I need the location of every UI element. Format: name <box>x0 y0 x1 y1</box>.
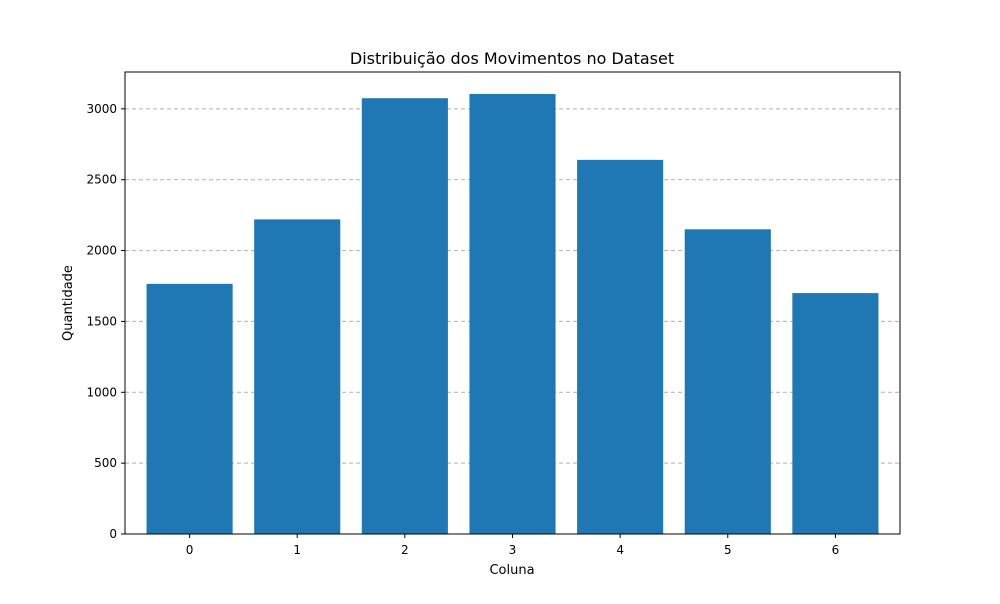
bars <box>146 93 879 535</box>
x-tick-label: 5 <box>724 543 732 557</box>
x-tick-label: 4 <box>616 543 624 557</box>
x-axis-label: Coluna <box>489 563 534 578</box>
y-tick-label: 500 <box>94 456 117 470</box>
y-tick-label: 1000 <box>86 385 117 399</box>
x-tick-label: 3 <box>509 543 517 557</box>
y-axis: 0 500 1000 1500 2000 2500 3000 <box>86 102 125 541</box>
x-tick-label: 1 <box>293 543 301 557</box>
x-tick-label: 2 <box>401 543 409 557</box>
x-axis: 0 1 2 3 4 5 6 <box>186 534 839 557</box>
bar-5 <box>684 229 771 534</box>
plot-frame <box>124 71 901 535</box>
bar-2 <box>361 98 448 535</box>
y-tick-label: 2500 <box>86 173 117 187</box>
y-tick-label: 0 <box>109 527 117 541</box>
y-tick-label: 3000 <box>86 102 117 116</box>
y-axis-label: Quantidade <box>61 265 76 341</box>
chart-title: Distribuição dos Movimentos no Dataset <box>350 49 674 68</box>
bar-4 <box>577 159 664 534</box>
bar-1 <box>254 219 341 534</box>
bar-0 <box>146 283 233 534</box>
y-tick-label: 1500 <box>86 314 117 328</box>
bar-3 <box>469 93 556 535</box>
x-tick-label: 6 <box>832 543 840 557</box>
bar-6 <box>792 293 879 534</box>
x-tick-label: 0 <box>186 543 194 557</box>
y-tick-label: 2000 <box>86 244 117 258</box>
